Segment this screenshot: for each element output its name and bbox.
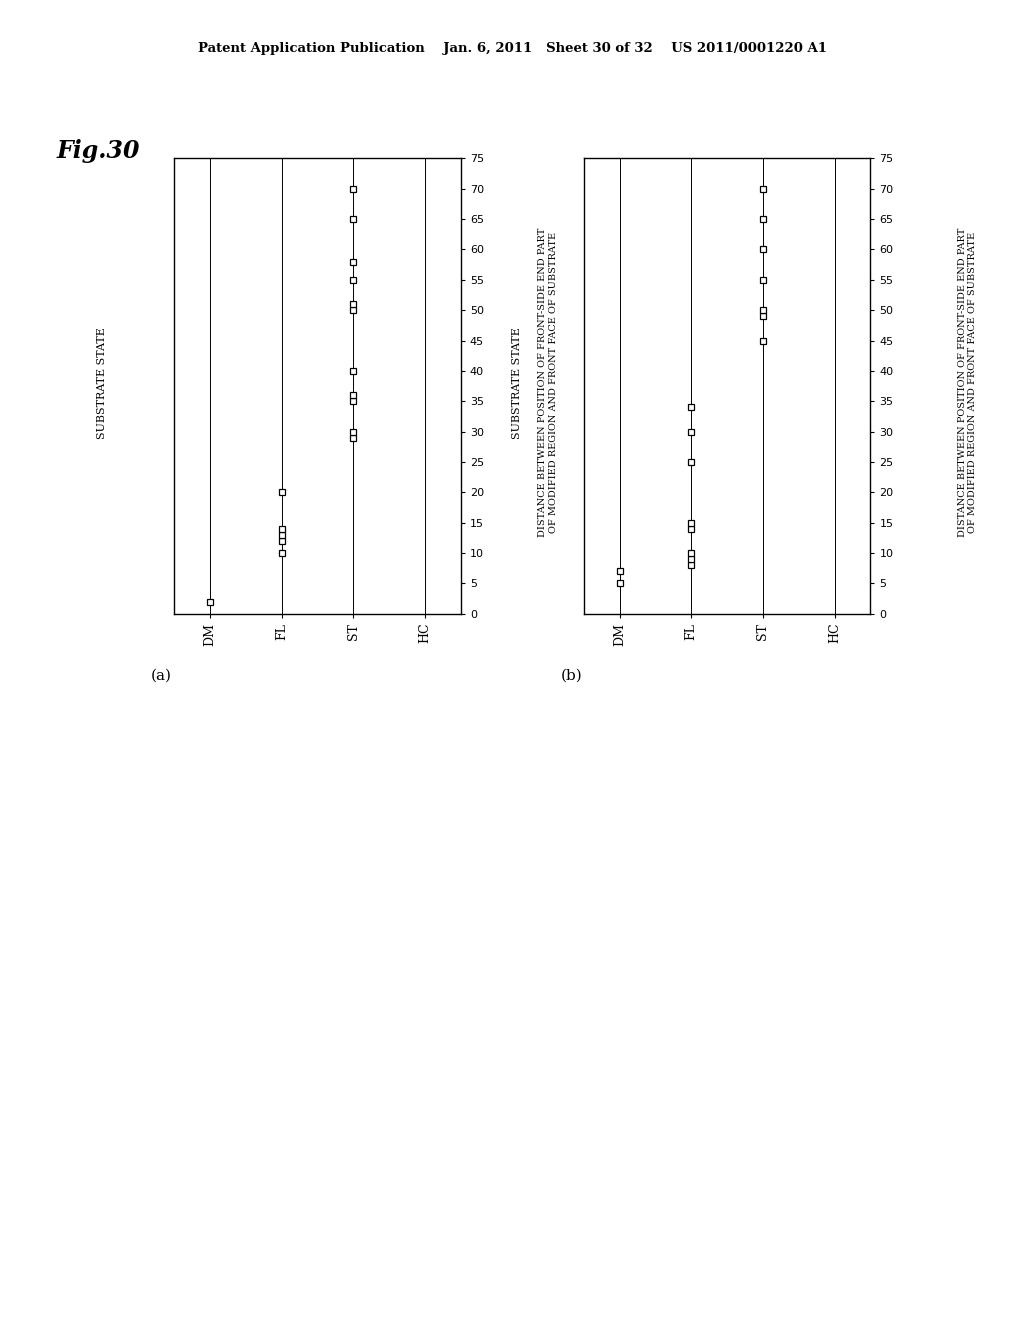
Text: Patent Application Publication    Jan. 6, 2011   Sheet 30 of 32    US 2011/00012: Patent Application Publication Jan. 6, 2… — [198, 42, 826, 55]
Text: DISTANCE BETWEEN POSITION OF FRONT-SIDE END PART
OF MODIFIED REGION AND FRONT FA: DISTANCE BETWEEN POSITION OF FRONT-SIDE … — [539, 228, 557, 537]
Text: (a): (a) — [152, 668, 172, 682]
Text: (b): (b) — [561, 668, 583, 682]
Text: SUBSTRATE STATE: SUBSTRATE STATE — [512, 327, 522, 438]
Text: SUBSTRATE STATE: SUBSTRATE STATE — [97, 327, 108, 438]
Text: Fig.30: Fig.30 — [56, 139, 140, 162]
Text: DISTANCE BETWEEN POSITION OF FRONT-SIDE END PART
OF MODIFIED REGION AND FRONT FA: DISTANCE BETWEEN POSITION OF FRONT-SIDE … — [958, 228, 977, 537]
